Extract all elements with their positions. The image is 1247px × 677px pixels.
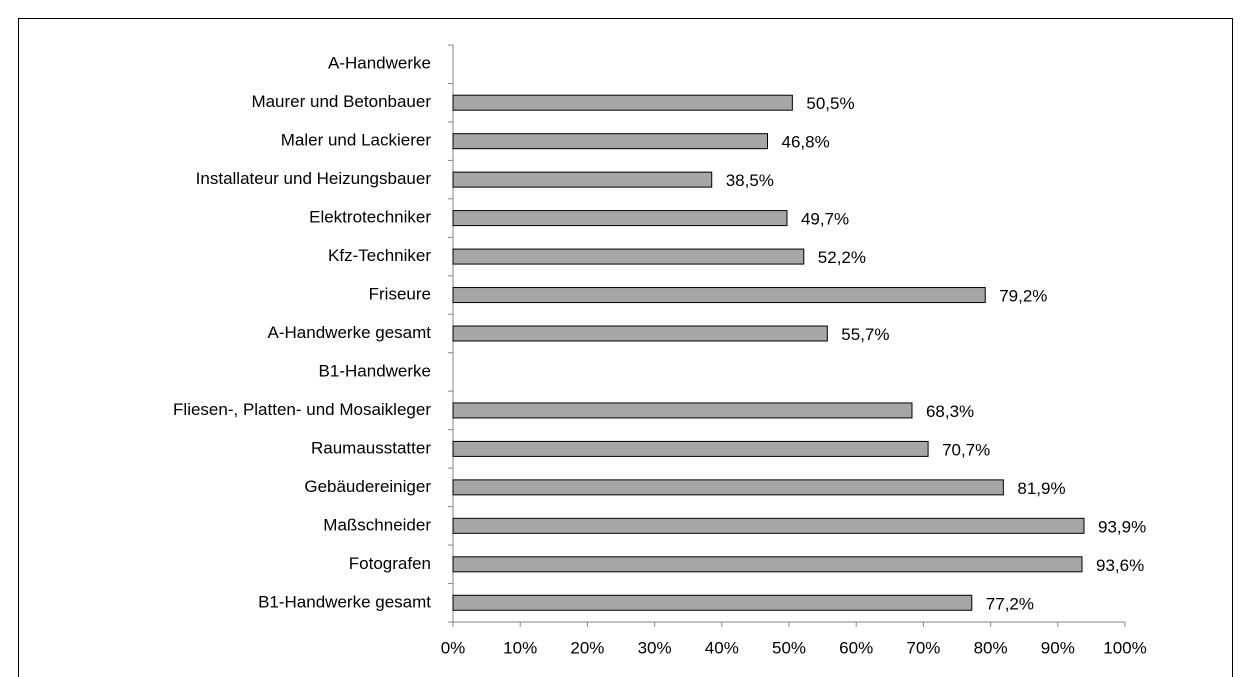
y-tick-label: Elektrotechniker — [309, 208, 431, 227]
bar — [452, 287, 986, 304]
value-label: 50,5% — [806, 94, 854, 113]
y-tick-label: Gebäudereiniger — [304, 477, 431, 496]
bar — [452, 171, 713, 188]
value-label: 93,9% — [1098, 517, 1146, 536]
bar — [452, 248, 805, 265]
x-tick-label: 0% — [441, 638, 466, 657]
y-tick-label: A-Handwerke — [328, 54, 431, 73]
chart-border — [18, 18, 1233, 677]
value-label: 70,7% — [942, 440, 990, 459]
x-tick-label: 60% — [839, 638, 873, 657]
y-tick-label: B1-Handwerke — [319, 361, 431, 380]
x-tick-label: 50% — [772, 638, 806, 657]
y-tick-label: Fliesen-, Platten- und Mosaikleger — [173, 400, 431, 419]
bar — [452, 94, 793, 111]
value-label: 38,5% — [726, 171, 774, 190]
y-tick-label: A-Handwerke gesamt — [268, 323, 432, 342]
x-tick-label: 70% — [906, 638, 940, 657]
bar — [452, 479, 1004, 496]
value-label: 93,6% — [1096, 556, 1144, 575]
y-tick-label: Fotografen — [349, 554, 431, 573]
x-tick-label: 100% — [1103, 638, 1146, 657]
bar — [452, 210, 788, 227]
bar — [452, 133, 768, 150]
value-label: 55,7% — [841, 325, 889, 344]
bar — [452, 440, 929, 457]
y-tick-label: Maurer und Betonbauer — [251, 92, 431, 111]
x-tick-label: 90% — [1041, 638, 1075, 657]
y-tick-label: Kfz-Techniker — [328, 246, 431, 265]
value-label: 52,2% — [818, 248, 866, 267]
bar — [452, 556, 1083, 573]
x-tick-label: 40% — [705, 638, 739, 657]
value-label: 81,9% — [1017, 479, 1065, 498]
x-tick-label: 30% — [638, 638, 672, 657]
x-tick-label: 20% — [570, 638, 604, 657]
y-tick-label: Installateur und Heizungsbauer — [196, 169, 432, 188]
value-label: 49,7% — [801, 210, 849, 229]
y-tick-label: Raumausstatter — [311, 438, 431, 457]
y-tick-label: Maßschneider — [323, 515, 431, 534]
value-label: 68,3% — [926, 402, 974, 421]
bar — [452, 517, 1085, 534]
bar — [452, 594, 973, 611]
y-tick-label: B1-Handwerke gesamt — [258, 592, 431, 611]
bar — [452, 402, 913, 419]
bar — [452, 325, 828, 342]
value-label: 77,2% — [986, 594, 1034, 613]
y-tick-label: Friseure — [369, 285, 431, 304]
value-label: 46,8% — [781, 133, 829, 152]
x-tick-label: 10% — [503, 638, 537, 657]
value-label: 79,2% — [999, 287, 1047, 306]
y-tick-label: Maler und Lackierer — [281, 131, 432, 150]
x-tick-label: 80% — [974, 638, 1008, 657]
